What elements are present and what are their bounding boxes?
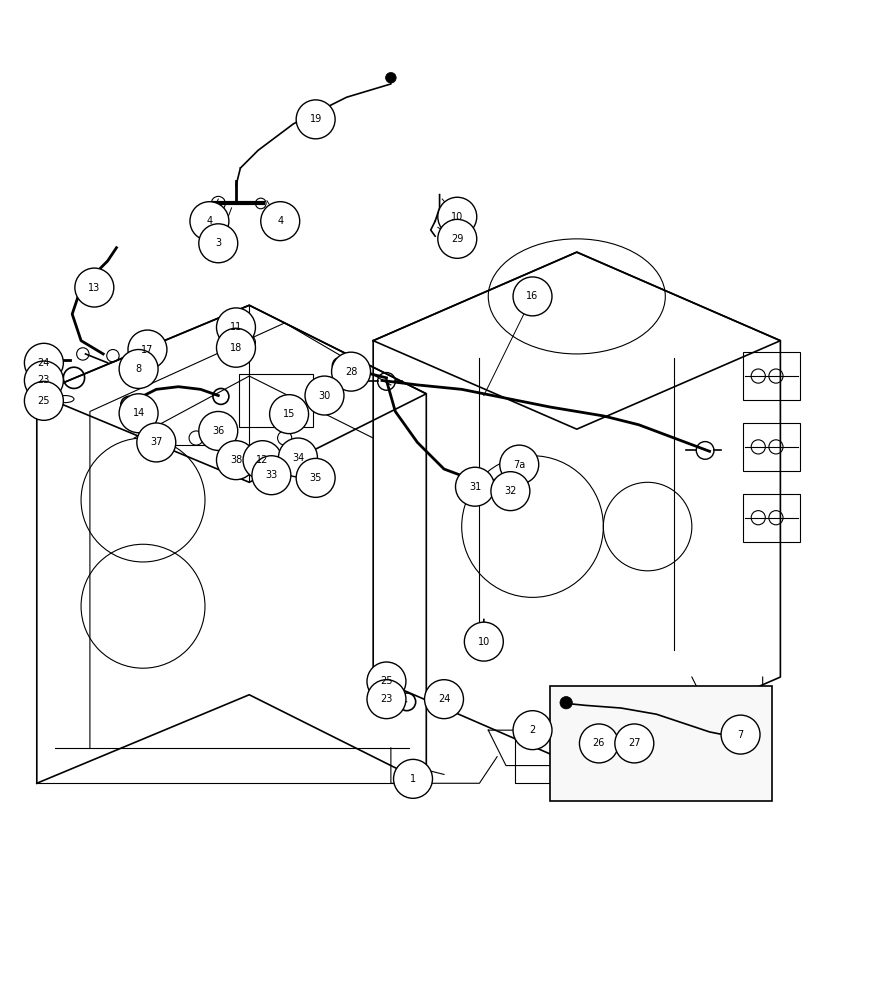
Circle shape (24, 361, 63, 400)
Circle shape (367, 680, 406, 719)
Text: 14: 14 (132, 408, 145, 418)
Circle shape (464, 622, 503, 661)
Text: 25: 25 (380, 676, 392, 686)
Circle shape (24, 343, 63, 382)
Circle shape (513, 277, 552, 316)
Circle shape (137, 423, 176, 462)
Text: 26: 26 (592, 738, 605, 748)
Bar (551, 686, 772, 801)
Circle shape (385, 72, 396, 83)
Text: 12: 12 (257, 455, 269, 465)
Text: 35: 35 (309, 473, 321, 483)
Text: 17: 17 (141, 345, 154, 355)
Text: 1: 1 (410, 774, 416, 784)
Text: 24: 24 (37, 358, 50, 368)
Circle shape (217, 308, 256, 347)
Circle shape (580, 724, 618, 763)
Circle shape (491, 472, 530, 511)
Text: 37: 37 (150, 437, 163, 447)
Text: 36: 36 (212, 426, 225, 436)
Circle shape (243, 441, 282, 480)
Text: 11: 11 (230, 322, 242, 332)
Text: 29: 29 (451, 234, 464, 244)
Circle shape (500, 445, 539, 484)
Text: 31: 31 (469, 482, 481, 492)
Text: 38: 38 (230, 455, 242, 465)
Circle shape (199, 411, 238, 450)
Text: 30: 30 (319, 391, 330, 401)
Circle shape (560, 697, 573, 709)
Text: 19: 19 (310, 114, 321, 124)
Circle shape (614, 724, 654, 763)
Circle shape (75, 268, 114, 307)
Text: 2: 2 (529, 725, 535, 735)
Circle shape (424, 680, 464, 719)
Circle shape (229, 452, 240, 463)
Circle shape (456, 467, 495, 506)
Text: 10: 10 (478, 637, 490, 647)
Circle shape (721, 715, 760, 754)
Circle shape (438, 197, 477, 236)
Circle shape (741, 734, 754, 746)
Text: 7: 7 (737, 730, 743, 740)
Circle shape (261, 202, 300, 241)
Circle shape (217, 328, 256, 367)
Text: 34: 34 (292, 453, 304, 463)
Circle shape (377, 373, 395, 390)
Circle shape (199, 224, 238, 263)
Circle shape (24, 381, 63, 420)
Text: 7a: 7a (513, 460, 526, 470)
Circle shape (513, 711, 552, 750)
Text: 4: 4 (206, 216, 212, 226)
Text: 13: 13 (88, 283, 100, 293)
Circle shape (270, 395, 308, 434)
Circle shape (305, 376, 344, 415)
Text: 24: 24 (438, 694, 450, 704)
Text: 28: 28 (345, 367, 357, 377)
Text: 16: 16 (527, 291, 539, 301)
Text: 18: 18 (230, 343, 242, 353)
Circle shape (696, 442, 714, 459)
Text: 27: 27 (628, 738, 640, 748)
Circle shape (190, 202, 229, 241)
Text: 15: 15 (283, 409, 296, 419)
Circle shape (119, 394, 158, 433)
Text: 33: 33 (266, 470, 278, 480)
Text: 8: 8 (136, 364, 142, 374)
Circle shape (279, 438, 317, 477)
Circle shape (252, 456, 291, 495)
Circle shape (331, 352, 370, 391)
Circle shape (367, 662, 406, 701)
Circle shape (128, 330, 167, 369)
Circle shape (119, 350, 158, 388)
Circle shape (297, 100, 335, 139)
Circle shape (393, 759, 432, 798)
Circle shape (321, 473, 332, 484)
Circle shape (297, 458, 335, 497)
Circle shape (438, 219, 477, 258)
Circle shape (225, 443, 235, 454)
Text: 4: 4 (277, 216, 283, 226)
Text: 23: 23 (37, 375, 50, 385)
Circle shape (221, 424, 232, 434)
Text: 23: 23 (380, 694, 392, 704)
Circle shape (217, 441, 256, 480)
Text: 32: 32 (504, 486, 517, 496)
Text: 25: 25 (37, 396, 50, 406)
Text: 3: 3 (215, 238, 221, 248)
Text: 10: 10 (451, 212, 464, 222)
